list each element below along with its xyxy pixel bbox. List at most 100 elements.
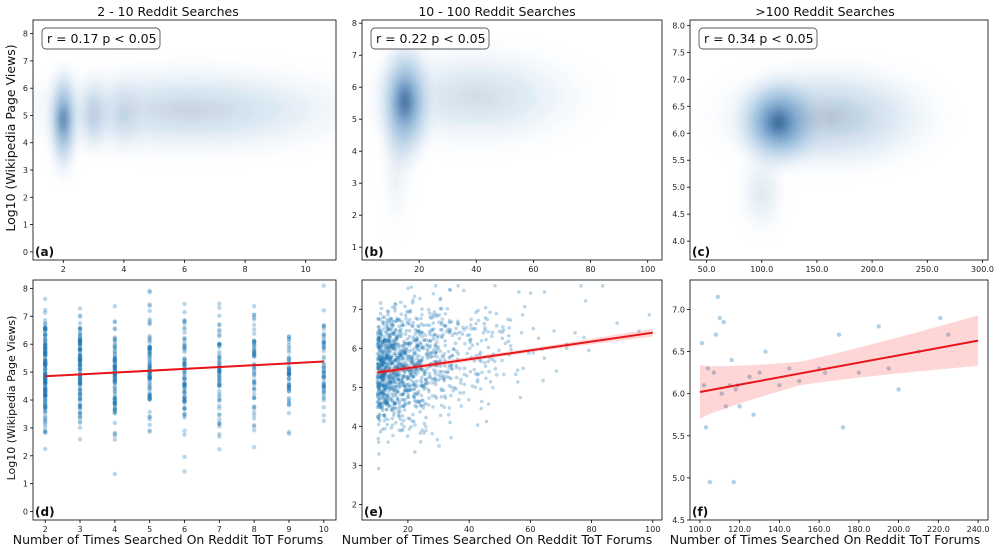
scatter-point <box>376 399 380 404</box>
scatter-point <box>447 363 452 368</box>
scatter-point <box>42 337 48 342</box>
scatter-point <box>389 384 393 389</box>
scatter-point <box>381 366 386 370</box>
scatter-point <box>389 324 394 328</box>
scatter-point <box>112 433 118 439</box>
scatter-point <box>147 344 152 349</box>
scatter-point <box>147 346 152 351</box>
scatter-point <box>378 343 382 348</box>
scatter-point <box>586 348 591 353</box>
scatter-point <box>42 359 48 365</box>
scatter-point <box>483 328 487 332</box>
scatter-point <box>42 350 48 356</box>
scatter-point <box>418 358 422 363</box>
scatter-point <box>456 284 460 288</box>
scatter-point <box>421 346 426 351</box>
scatter-point <box>147 429 152 434</box>
scatter-point <box>531 326 536 331</box>
scatter-point <box>396 332 401 337</box>
scatter-point <box>147 358 152 364</box>
scatter-point <box>488 310 492 315</box>
scatter-point <box>419 322 424 326</box>
scatter-point <box>446 349 451 354</box>
scatter-point <box>721 319 726 325</box>
scatter-point <box>424 342 429 347</box>
scatter-point <box>446 369 450 374</box>
scatter-point <box>396 317 400 322</box>
scatter-point <box>77 410 83 415</box>
scatter-point <box>434 350 439 354</box>
scatter-point <box>393 364 397 369</box>
scatter-point <box>217 362 222 367</box>
scatter-point <box>42 347 48 353</box>
scatter-point <box>412 383 417 387</box>
scatter-point <box>401 380 405 385</box>
scatter-point <box>182 343 187 349</box>
scatter-point <box>389 342 393 346</box>
scatter-point <box>428 351 433 356</box>
scatter-point <box>112 344 118 349</box>
scatter-point <box>403 304 407 309</box>
scatter-point <box>407 349 412 353</box>
scatter-point <box>112 389 118 395</box>
scatter-point <box>398 417 403 422</box>
scatter-point <box>413 361 417 366</box>
scatter-point <box>415 338 420 343</box>
scatter-point <box>77 337 83 343</box>
scatter-point <box>77 362 83 367</box>
scatter-point <box>376 422 381 427</box>
scatter-point <box>378 335 382 340</box>
scatter-point <box>428 344 433 348</box>
scatter-point <box>375 376 380 380</box>
scatter-point <box>380 315 385 320</box>
scatter-point <box>385 401 390 406</box>
scatter-point <box>430 431 434 436</box>
scatter-point <box>413 370 417 374</box>
y-tick-label: 8 <box>23 284 28 293</box>
y-tick-label: 3 <box>352 179 357 188</box>
scatter-point <box>404 316 408 321</box>
scatter-point <box>395 388 399 393</box>
scatter-point <box>376 403 381 408</box>
scatter-point <box>380 360 385 365</box>
scatter-point <box>411 374 415 379</box>
scatter-point <box>42 369 48 375</box>
scatter-point <box>388 349 392 354</box>
scatter-point <box>390 361 395 366</box>
scatter-point <box>411 383 416 388</box>
scatter-point <box>217 424 222 429</box>
scatter-point <box>376 380 380 385</box>
scatter-point <box>419 393 424 398</box>
scatter-point <box>391 339 395 344</box>
scatter-point <box>286 368 292 374</box>
scatter-point <box>77 352 83 358</box>
scatter-point <box>468 337 473 342</box>
scatter-point <box>414 316 418 321</box>
scatter-point <box>77 337 83 342</box>
scatter-point <box>286 349 292 355</box>
scatter-point <box>423 377 428 381</box>
scatter-point <box>460 332 465 336</box>
scatter-point <box>147 303 152 309</box>
scatter-point <box>376 329 380 334</box>
scatter-point <box>251 348 257 353</box>
scatter-point <box>217 342 222 347</box>
scatter-point <box>251 322 257 327</box>
scatter-point <box>438 357 443 361</box>
scatter-point <box>42 357 48 363</box>
scatter-point <box>454 363 459 368</box>
scatter-point <box>404 350 408 355</box>
scatter-point <box>112 337 118 343</box>
scatter-point <box>406 368 410 372</box>
scatter-point <box>394 335 399 339</box>
scatter-point <box>379 355 383 359</box>
scatter-point <box>182 406 187 412</box>
scatter-point <box>420 384 425 388</box>
scatter-point <box>77 419 83 424</box>
scatter-point <box>112 397 118 402</box>
scatter-point <box>251 444 257 450</box>
y-tick-label: 6 <box>23 84 28 93</box>
scatter-point <box>42 386 48 391</box>
y-tick-label: 5 <box>23 111 28 120</box>
scatter-point <box>412 294 417 299</box>
